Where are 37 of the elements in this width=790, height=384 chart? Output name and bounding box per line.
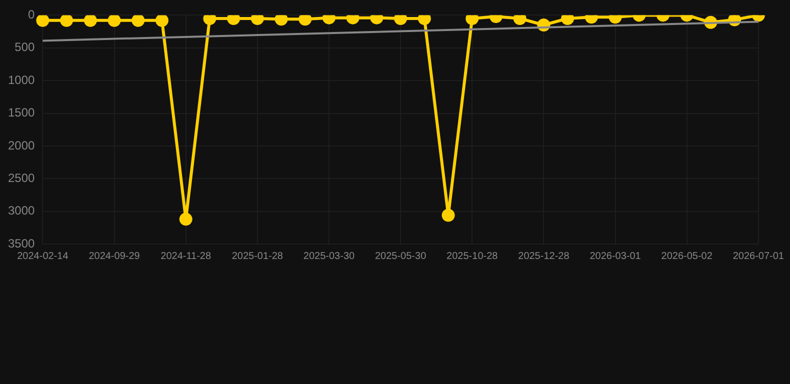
x-tick-label: 2025-10-28 [446,250,498,262]
point [274,15,288,26]
x-tick-label: 2024-02-14 [17,250,69,262]
x-tick-label: 2024-09-29 [88,250,140,262]
point [442,208,455,222]
y-tick-label: 0 [28,8,36,22]
point [132,15,145,27]
x-tick-label: 2025-05-30 [374,250,427,262]
point [394,15,408,25]
y-tick-label: 1000 [8,72,36,87]
point [466,15,479,25]
y-tick-label: 3000 [8,204,36,218]
x-tick-label: 2025-12-28 [518,250,570,262]
point [418,15,431,25]
y-tick-label: 3500 [8,236,36,250]
point [203,15,216,25]
y-tick-label: 2500 [8,170,36,185]
point [155,15,168,27]
point [36,15,50,27]
x-tick-label: 2026-05-02 [661,250,713,262]
x-tick-label: 2025-03-30 [303,250,355,262]
point [179,212,192,226]
point [108,15,121,27]
x-tick-label: 2025-01-28 [232,250,284,262]
point [84,15,97,27]
point [298,15,312,26]
point [250,15,264,25]
y-tick-label: 2000 [8,138,36,152]
point [513,15,526,25]
point [227,15,240,25]
point [561,15,574,25]
y-tick-label: 1500 [8,106,36,120]
x-tick-label: 2026-07-01 [732,250,784,262]
x-tick-label: 2024-11-28 [160,250,212,262]
x-tick-label: 2026-03-01 [590,250,642,262]
y-tick-label: 500 [14,40,36,54]
point [60,15,74,27]
